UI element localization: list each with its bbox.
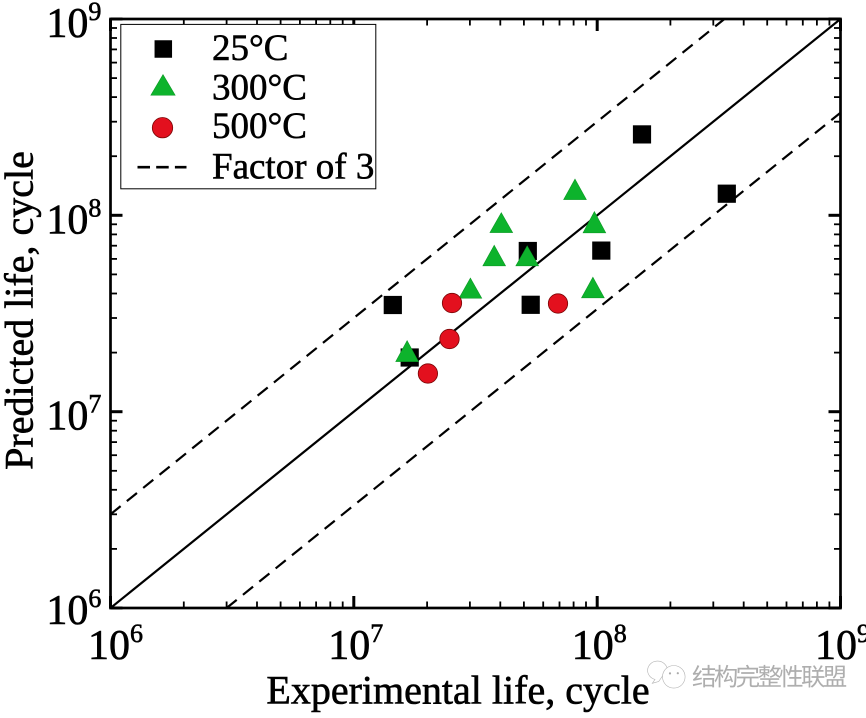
svg-text:300°C: 300°C <box>212 67 307 108</box>
svg-text:500°C: 500°C <box>212 106 307 147</box>
svg-text:108: 108 <box>46 193 101 243</box>
svg-text:Predicted life, cycle: Predicted life, cycle <box>0 151 42 470</box>
svg-text:108: 108 <box>572 619 627 669</box>
svg-text:Experimental life, cycle: Experimental life, cycle <box>266 668 649 713</box>
svg-text:106: 106 <box>46 584 101 634</box>
svg-text:107: 107 <box>328 619 383 669</box>
svg-text:25°C: 25°C <box>212 28 288 69</box>
svg-text:Factor of 3: Factor of 3 <box>212 147 374 188</box>
